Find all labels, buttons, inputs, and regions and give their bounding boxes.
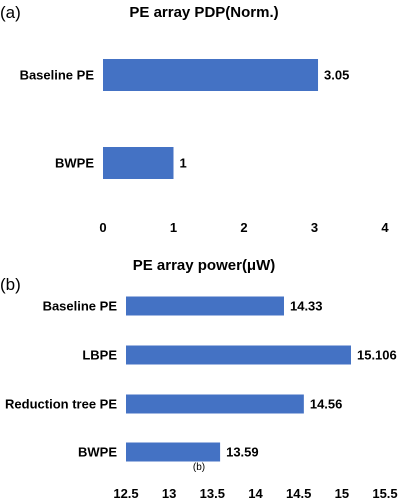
x-tick-label: 4 [381, 220, 389, 235]
x-tick-label: 14.5 [286, 486, 311, 498]
panel-label-a: (a) [0, 3, 21, 22]
x-tick-label: 15 [335, 486, 349, 498]
data-label: 1 [180, 156, 187, 171]
data-label: 15.106 [357, 348, 397, 363]
x-tick-label: 13.5 [200, 486, 225, 498]
bar-b-1 [126, 345, 351, 365]
category-label: BWPE [78, 445, 117, 460]
bar-a-1 [103, 147, 174, 179]
bar-b-0 [126, 296, 284, 316]
bar-b-3 [126, 442, 221, 462]
data-label: 3.05 [324, 68, 349, 83]
category-label: Baseline PE [20, 68, 95, 83]
bar-a-0 [103, 59, 319, 91]
panel-b-note: (b) [193, 462, 205, 473]
category-label: Baseline PE [43, 299, 118, 314]
x-tick-label: 14 [248, 486, 263, 498]
chart-title-a: PE array PDP(Norm.) [129, 4, 278, 21]
chart-panel-b: (b) PE array power(μW) (b) Baseline PE 14… [0, 257, 398, 498]
category-label: Reduction tree PE [5, 397, 117, 412]
data-label: 14.33 [290, 299, 323, 314]
x-tick-label: 0 [99, 220, 106, 235]
x-tick-label: 12.5 [113, 486, 138, 498]
category-label: LBPE [82, 348, 117, 363]
x-tick-label: 15.5 [372, 486, 397, 498]
chart-title-b: PE array power(μW) [133, 257, 276, 274]
x-tick-label: 1 [170, 220, 177, 235]
data-label: 13.59 [226, 445, 259, 460]
x-tick-label: 13 [162, 486, 176, 498]
x-tick-label: 3 [311, 220, 318, 235]
data-label: 14.56 [310, 397, 343, 412]
panel-label-b: (b) [0, 275, 21, 294]
x-tick-label: 2 [240, 220, 247, 235]
category-label: BWPE [55, 156, 94, 171]
chart-panel-a: (a) PE array PDP(Norm.) Baseline PE 3.05 B… [0, 3, 389, 235]
bar-b-2 [126, 394, 304, 414]
